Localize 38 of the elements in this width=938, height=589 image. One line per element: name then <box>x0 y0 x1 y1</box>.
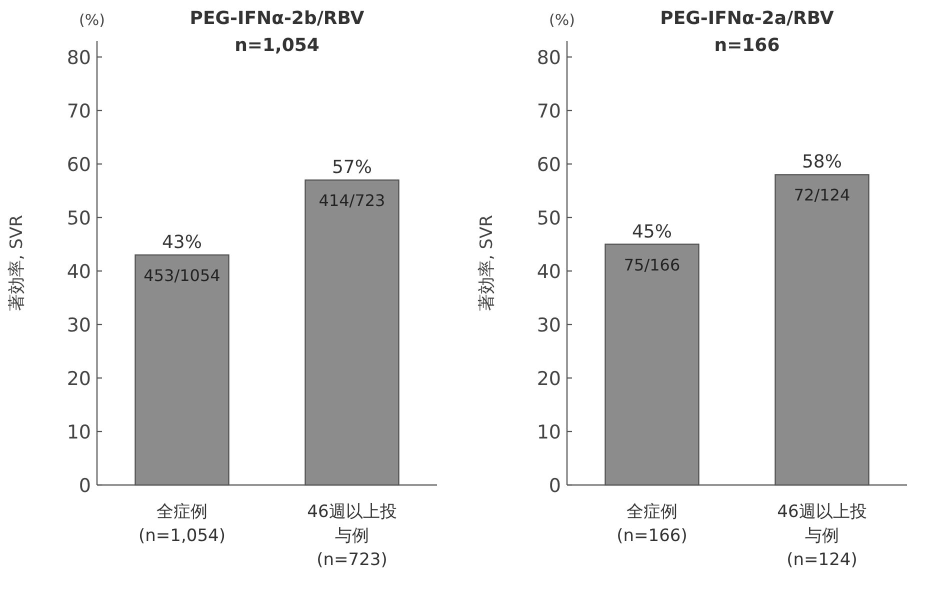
y-tick-label: 40 <box>66 261 91 283</box>
data-label: 45% <box>632 221 672 242</box>
x-tick-label: 全症例 (n=166) <box>616 502 688 546</box>
data-label: 57% <box>332 157 372 178</box>
y-tick-label: 30 <box>66 314 91 336</box>
annotation: 72/124 <box>794 186 850 205</box>
x-tick-label: 46週以上投与例 (n=723) <box>307 502 397 570</box>
y-tick-label: 50 <box>536 208 561 230</box>
y-tick-label: 80 <box>66 47 91 69</box>
y-tick-label: 10 <box>536 422 561 444</box>
y-axis-title: 著効率, SVR <box>477 214 497 311</box>
y-tick-label: 0 <box>78 475 91 497</box>
y-tick-label: 60 <box>66 154 91 176</box>
y-tick-label: 50 <box>66 208 91 230</box>
y-tick-label: 40 <box>536 261 561 283</box>
chart-title: PEG-IFNα-2a/RBV <box>660 8 834 29</box>
y-tick-label: 20 <box>66 368 91 390</box>
y-tick-label: 70 <box>536 100 561 122</box>
chart-title: PEG-IFNα-2b/RBV <box>190 8 364 29</box>
y-tick-label: 20 <box>536 368 561 390</box>
y-tick-label: 30 <box>536 314 561 336</box>
data-label: 43% <box>162 232 202 253</box>
chart-subtitle: n=1,054 <box>234 35 320 56</box>
annotation: 75/166 <box>624 255 680 274</box>
y-tick-label: 70 <box>66 100 91 122</box>
text: (%) <box>79 11 105 29</box>
annotation: 453/1054 <box>144 266 220 285</box>
y-axis-title: 著効率, SVR <box>7 214 27 311</box>
annotation: 414/723 <box>318 191 386 210</box>
y-tick-label: 10 <box>66 422 91 444</box>
x-tick-label: 全症例 (n=1,054) <box>138 502 226 546</box>
y-tick-label: 0 <box>548 475 561 497</box>
y-tick-label: 60 <box>536 154 561 176</box>
text: (%) <box>549 11 575 29</box>
x-tick-label: 46週以上投与例 (n=124) <box>777 502 867 570</box>
y-tick-label: 80 <box>536 47 561 69</box>
data-label: 58% <box>802 152 842 173</box>
chart-subtitle: n=166 <box>714 35 780 56</box>
